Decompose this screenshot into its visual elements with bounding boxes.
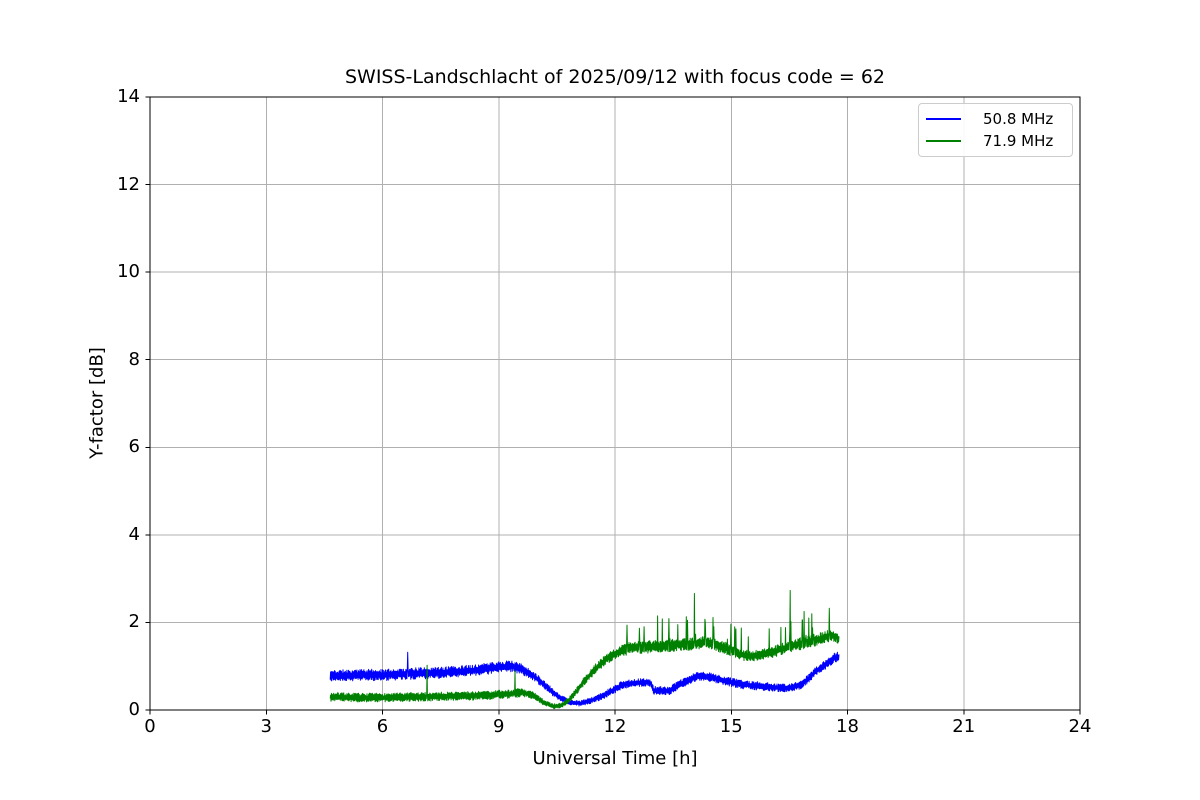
x-tick-label: 3 — [260, 716, 272, 737]
y-tick-label: 6 — [128, 436, 140, 458]
x-tick-label: 18 — [836, 716, 859, 737]
axes-frame — [145, 96, 1081, 715]
x-tick-label: 6 — [376, 716, 389, 737]
grid — [149, 96, 1081, 711]
x-tick-label: 9 — [493, 716, 505, 737]
series-71.9-MHz — [329, 590, 840, 710]
legend-line-swatch — [926, 118, 961, 120]
y-tick-label: 14 — [117, 86, 140, 107]
legend-label: 50.8 MHz — [983, 110, 1054, 128]
y-tick-label: 2 — [128, 611, 140, 633]
x-axis-label: Universal Time [h] — [532, 748, 698, 769]
y-tick-label: 4 — [128, 523, 140, 545]
chart-title: SWISS-Landschlacht of 2025/09/12 with fo… — [344, 66, 886, 88]
x-tick-label: 15 — [719, 716, 743, 737]
y-tick-label: 10 — [117, 261, 140, 283]
legend-entry: 50.8 MHz — [919, 108, 1072, 130]
legend-entry: 71.9 MHz — [919, 130, 1072, 152]
legend-label: 71.9 MHz — [983, 132, 1054, 150]
x-tick-label: 0 — [144, 716, 156, 737]
x-tick-label: 21 — [952, 716, 976, 737]
y-tick-label: 8 — [128, 348, 140, 370]
series-50.8-MHz — [329, 651, 840, 707]
legend-line-swatch — [926, 140, 961, 142]
legend: 50.8 MHz 71.9 MHz — [918, 103, 1073, 157]
x-tick-label: 24 — [1068, 716, 1092, 737]
y-tick-label: 12 — [117, 173, 140, 195]
x-tick-label: 12 — [603, 716, 627, 737]
y-tick-label: 0 — [128, 699, 140, 720]
